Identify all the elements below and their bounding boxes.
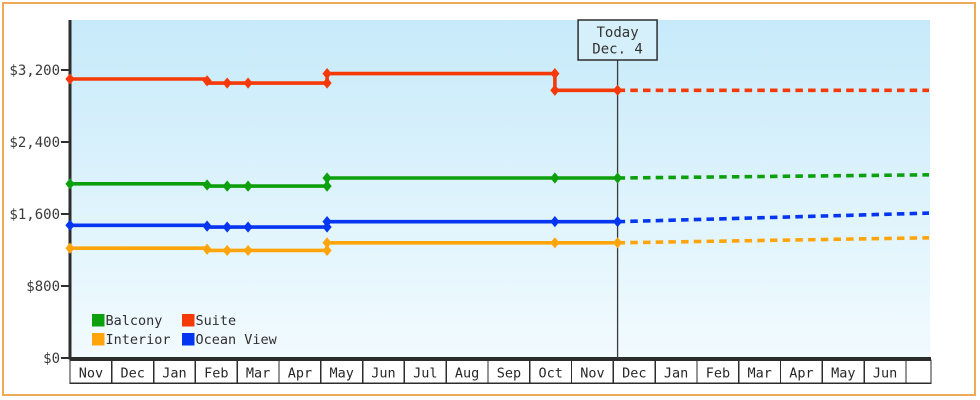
data-point-marker — [202, 179, 212, 191]
legend-label: Interior — [106, 332, 171, 348]
y-axis-label: $800 — [26, 279, 60, 295]
x-axis-month-label: Nov — [580, 366, 604, 382]
data-point-marker — [612, 216, 623, 228]
data-point-marker — [65, 178, 75, 190]
data-point-marker — [322, 244, 332, 257]
price-line-balcony — [70, 176, 618, 188]
data-point-marker — [202, 75, 212, 87]
data-point-marker — [322, 180, 332, 192]
data-point-marker — [550, 172, 560, 184]
x-axis-month-label: Mar — [246, 366, 270, 382]
x-axis-month-label: Jan — [664, 366, 688, 382]
legend-label: Ocean View — [196, 332, 278, 348]
x-axis-month-label: Jul — [413, 366, 437, 382]
legend-swatch — [92, 314, 105, 327]
today-box-date: Dec. 4 — [592, 42, 643, 58]
legend-swatch — [182, 333, 195, 346]
legend-swatch — [182, 314, 195, 327]
x-axis-month-label: Mar — [748, 366, 772, 382]
data-point-marker — [550, 237, 560, 249]
x-axis-month-label: Oct — [539, 366, 563, 382]
x-axis-month-label: Apr — [288, 366, 312, 382]
data-point-marker — [65, 242, 75, 254]
series-suite — [65, 68, 929, 96]
y-axis-label: $1,600 — [9, 207, 60, 223]
price-line-ocean-view — [70, 219, 618, 229]
data-point-marker — [612, 84, 623, 96]
data-point-marker — [322, 172, 332, 184]
x-axis-month-label: Nov — [79, 366, 103, 382]
projected-price-line-interior — [617, 236, 930, 245]
price-line-interior — [70, 241, 618, 253]
x-axis-month-label: Jun — [371, 366, 395, 382]
legend-item: Suite — [182, 313, 236, 329]
series-ocean-view — [65, 211, 930, 233]
y-axis-label: $0 — [43, 351, 60, 367]
x-axis-month-label: Feb — [204, 366, 228, 382]
data-point-marker — [243, 221, 253, 233]
projected-price-line-balcony — [617, 173, 930, 180]
x-axis-month-label: Apr — [789, 366, 813, 382]
data-point-marker — [550, 84, 560, 96]
plot-area — [70, 20, 930, 358]
x-axis-blank-cell — [905, 359, 932, 385]
data-point-marker — [550, 216, 560, 228]
x-axis-month-label: Sep — [497, 366, 521, 382]
x-axis-month-label: May — [330, 366, 354, 382]
data-point-marker — [243, 244, 253, 257]
x-axis-month-label: Dec — [622, 366, 646, 382]
legend-item: Ocean View — [182, 332, 278, 348]
data-point-marker — [322, 68, 332, 80]
y-axis: $0 $800 $1,600 $2,400 $3,200 — [9, 63, 69, 367]
data-point-marker — [612, 172, 623, 184]
y-axis-label: $2,400 — [9, 135, 60, 151]
data-point-marker — [612, 237, 623, 249]
data-point-marker — [322, 77, 332, 89]
data-point-marker — [322, 237, 332, 249]
data-point-marker — [202, 220, 212, 232]
projected-price-line-ocean-view — [617, 211, 930, 224]
legend-swatch — [92, 333, 105, 346]
x-axis: Nov Dec Jan Feb Mar Apr May Jun Jul Aug Sep Oct Nov D… — [69, 359, 932, 385]
data-point-marker — [222, 221, 232, 233]
x-axis-month-label: Dec — [121, 366, 145, 382]
data-point-marker — [65, 73, 75, 85]
legend-label: Suite — [196, 313, 237, 329]
data-point-marker — [243, 180, 253, 192]
data-point-marker — [222, 77, 232, 89]
data-point-marker — [322, 216, 332, 228]
data-point-marker — [202, 243, 212, 255]
series-interior — [65, 236, 930, 257]
x-axis-month-label: Jan — [162, 366, 186, 382]
data-point-marker — [222, 180, 232, 192]
data-point-marker — [550, 68, 560, 80]
data-point-marker — [65, 219, 75, 231]
legend: Balcony Suite Interior Ocean View — [92, 313, 278, 348]
x-axis-month-label: May — [831, 366, 855, 382]
series-balcony — [65, 172, 930, 192]
legend-item: Interior — [92, 332, 171, 348]
legend-item: Balcony — [92, 313, 162, 329]
x-axis-month-label: Aug — [455, 366, 479, 382]
today-box — [577, 19, 658, 61]
today-box-title: Today — [597, 25, 639, 41]
x-axis-month-label: Jun — [873, 366, 897, 382]
y-axis-label: $3,200 — [9, 63, 60, 79]
data-point-marker — [222, 244, 232, 257]
x-axis-month-label: Feb — [706, 366, 730, 382]
data-point-marker — [243, 77, 253, 89]
legend-label: Balcony — [106, 313, 163, 329]
